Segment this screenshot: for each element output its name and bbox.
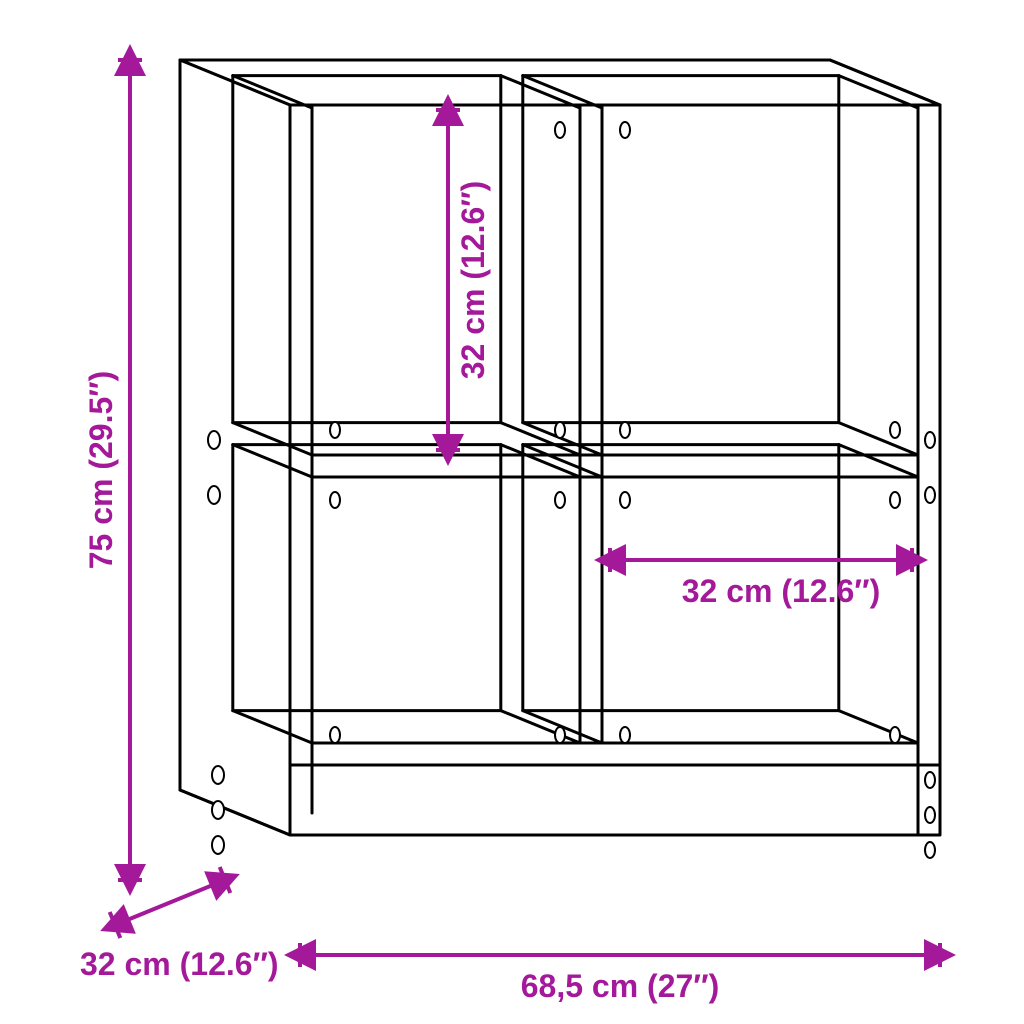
dim-height-label: 75 cm (29.5″) [83,371,119,570]
dim-depth-label: 32 cm (12.6″) [80,946,279,982]
dim-width-label: 68,5 cm (27″) [521,968,720,1004]
dim-shelf-height-label: 32 cm (12.6″) [455,181,491,380]
dim-shelf-width-label: 32 cm (12.6″) [682,573,881,609]
